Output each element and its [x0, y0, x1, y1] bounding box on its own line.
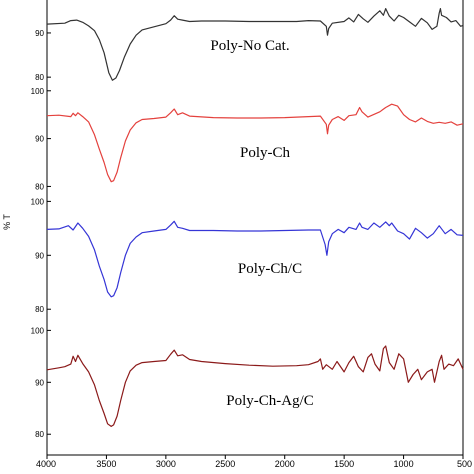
y-tick-label: 100: [31, 197, 45, 206]
series-label: Poly-Ch: [240, 145, 291, 161]
y-axis-label: % T: [2, 214, 12, 230]
series-label: Poly-No Cat.: [210, 38, 289, 54]
x-tick-label: 1500: [334, 459, 354, 469]
series-label: Poly-Ch/C: [238, 261, 302, 277]
y-tick-label: 80: [35, 73, 44, 82]
series-line: [46, 345, 464, 427]
x-tick-label: 3000: [156, 459, 176, 469]
x-tick-label: 3500: [96, 459, 116, 469]
y-tick-label: 80: [35, 182, 44, 191]
series-line: [46, 220, 464, 298]
x-tick-label: 500: [457, 459, 472, 469]
x-tick-label: 1000: [394, 459, 414, 469]
y-tick-label: 90: [35, 29, 44, 38]
series-line: [46, 103, 464, 183]
y-tick-label: 80: [35, 305, 44, 314]
y-tick-label: 90: [35, 251, 44, 260]
y-tick-label: 80: [35, 430, 44, 439]
series-line: [46, 8, 464, 81]
x-tick-label: 2000: [275, 459, 295, 469]
plot-area: 4000 3500 3000 2500 2000 1500 1000 500 80 90 Poly-…: [31, 0, 472, 469]
x-tick-label: 4000: [36, 459, 56, 469]
x-tick-label: 2500: [215, 459, 235, 469]
y-tick-label: 100: [31, 326, 45, 335]
y-tick-label: 90: [35, 378, 44, 387]
series-label: Poly-Ch-Ag/C: [226, 393, 314, 409]
y-tick-label: 90: [35, 135, 44, 144]
y-tick-label: 100: [31, 87, 45, 96]
